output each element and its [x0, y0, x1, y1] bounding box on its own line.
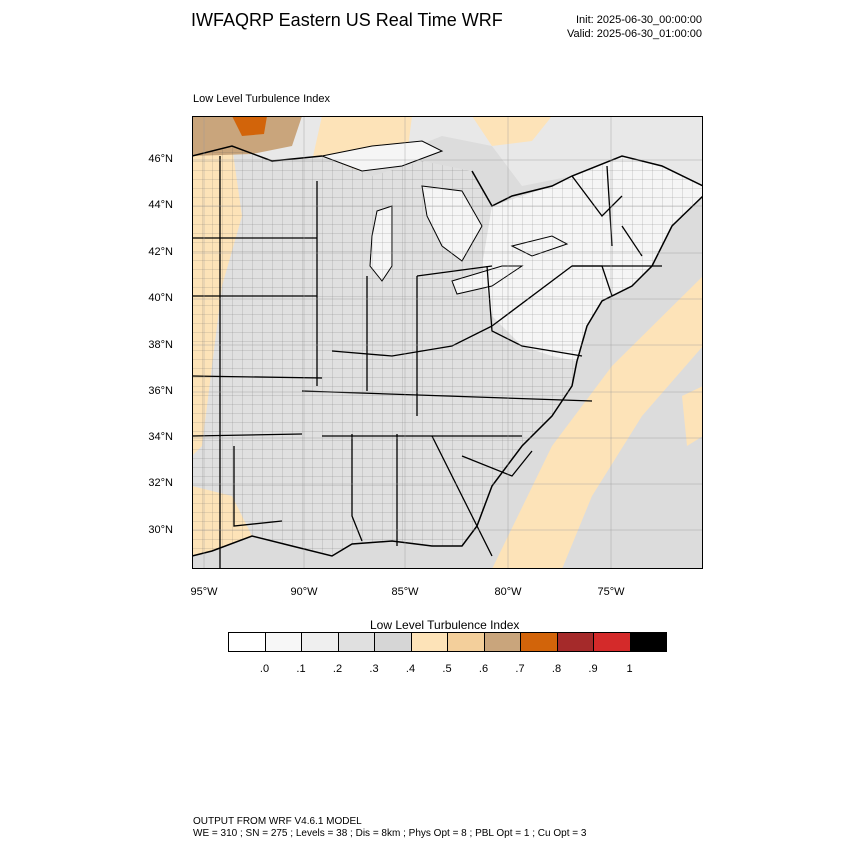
lat-label-34n: 34°N: [148, 431, 173, 443]
graticule: [192, 116, 703, 569]
footer: OUTPUT FROM WRF V4.6.1 MODEL WE = 310 ; …: [193, 816, 586, 840]
colorbar-label-4: .4: [405, 663, 416, 675]
colorbar-label-3: .3: [369, 663, 379, 675]
colorbar-swatch-1: [264, 632, 302, 652]
coastline: [192, 186, 703, 557]
northwest-dark-tan: [192, 116, 302, 156]
lon-label-75w: 75°W: [597, 586, 625, 598]
colorbar-label-10: 1: [626, 663, 633, 675]
colorbar-swatch-10: [593, 632, 631, 652]
colorbar-swatch-5: [410, 632, 448, 652]
lake-superior: [320, 140, 444, 172]
canada-tan-patch-2: [472, 116, 552, 146]
colorbar-label-1: .1: [296, 663, 306, 675]
northwest-orange: [232, 116, 267, 136]
lat-label-38n: 38°N: [148, 339, 173, 351]
colorbar-title: Low Level Turbulence Index: [370, 618, 520, 632]
lat-label-32n: 32°N: [148, 477, 173, 489]
colorbar-label-0: .0: [259, 663, 270, 675]
timestamp-block: Init: 2025-06-30_00:00:00 Valid: 2025-06…: [567, 13, 702, 41]
ocean-tan-band-2: [682, 386, 703, 446]
lon-label-80w: 80°W: [494, 586, 522, 598]
colorbar-swatch-7: [483, 632, 521, 652]
colorbar-label-9: .9: [588, 663, 598, 675]
colorbar-swatch-4: [374, 632, 412, 652]
colorbar-swatch-6: [447, 632, 485, 652]
map-frame: [192, 116, 703, 569]
footer-line-2: WE = 310 ; SN = 275 ; Levels = 38 ; Dis …: [193, 828, 587, 839]
colorbar-swatch-2: [301, 632, 339, 652]
lat-label-42n: 42°N: [148, 246, 173, 258]
footer-line-1: OUTPUT FROM WRF V4.6.1 MODEL: [193, 816, 362, 827]
lat-label-44n: 44°N: [148, 199, 173, 211]
county-lines: [192, 146, 703, 556]
lon-label-85w: 85°W: [391, 586, 419, 598]
figure-title: IWFAQRP Eastern US Real Time WRF: [191, 10, 503, 30]
colorbar-swatch-0: [228, 632, 266, 652]
ocean-tan-band: [492, 276, 703, 569]
colorbar-label-7: .7: [515, 663, 525, 675]
us-canada-border: [192, 145, 703, 207]
lon-label-95w: 95°W: [190, 586, 218, 598]
colorbar-label-5: .5: [442, 663, 452, 675]
valid-time: Valid: 2025-06-30_01:00:00: [567, 28, 702, 40]
colorbar-label-6: .6: [478, 663, 489, 675]
turbulence-map: [192, 116, 703, 569]
colorbar-swatch-9: [556, 632, 594, 652]
colorbar-swatch-11: [629, 632, 667, 652]
colorbar-swatch-8: [520, 632, 558, 652]
colorbar-swatch-3: [337, 632, 375, 652]
colorbar-label-8: .8: [551, 663, 562, 675]
lat-label-30n: 30°N: [148, 524, 173, 536]
state-boundaries: [192, 156, 662, 569]
init-time: Init: 2025-06-30_00:00:00: [576, 14, 702, 26]
lat-label-46n: 46°N: [148, 153, 173, 165]
colorbar-label-2: .2: [332, 663, 343, 675]
lon-label-90w: 90°W: [290, 586, 318, 598]
panel-label: Low Level Turbulence Index: [193, 93, 330, 105]
lat-label-40n: 40°N: [148, 292, 173, 304]
lat-label-36n: 36°N: [148, 385, 173, 397]
